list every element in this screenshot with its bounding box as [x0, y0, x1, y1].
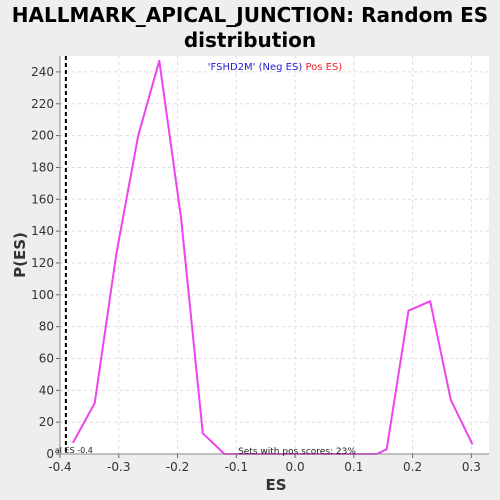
y-tick-label: 100	[31, 288, 54, 302]
legend-pos-es: Pos ES)	[305, 62, 342, 73]
x-tick-label: -0.2	[166, 460, 189, 474]
y-tick-label: 40	[39, 383, 54, 397]
legend: 'FSHD2M' (Neg ES) Pos ES)	[208, 62, 343, 73]
x-tick-label: 0.0	[286, 460, 305, 474]
x-tick-label: -0.3	[107, 460, 130, 474]
y-tick-label: 160	[31, 192, 54, 206]
x-tick-label: 0.3	[462, 460, 481, 474]
x-axis-label: ES	[265, 476, 286, 494]
legend-neg-es: (Neg ES)	[259, 62, 303, 73]
x-tick-label: -0.1	[225, 460, 248, 474]
reference-line-group: al ES -0.4	[55, 56, 93, 455]
y-tick-label: 20	[39, 415, 54, 429]
y-tick-label: 60	[39, 351, 54, 365]
chart-title-line-1: HALLMARK_APICAL_JUNCTION: Random ES	[12, 3, 488, 27]
y-tick-label: 220	[31, 97, 54, 111]
x-tick-label: 0.1	[344, 460, 363, 474]
axes-group: 0 20 40 60 80 100 120 140 160 180 200 220 240 -0.4 -0.…	[31, 56, 489, 474]
chart-title-line-2: distribution	[184, 28, 316, 52]
x-tick-label: -0.4	[48, 460, 71, 474]
y-tick-label: 180	[31, 160, 54, 174]
y-tick-label: 200	[31, 129, 54, 143]
y-tick-label: 240	[31, 65, 54, 79]
y-tick-label: 80	[39, 320, 54, 334]
y-tick-label: 120	[31, 256, 54, 270]
x-tick-label: 0.2	[403, 460, 422, 474]
actual-es-label: al ES -0.4	[55, 446, 93, 455]
y-tick-label: 140	[31, 224, 54, 238]
plot-area	[60, 56, 489, 454]
legend-label: 'FSHD2M'	[208, 62, 256, 73]
pos-scores-annotation: Sets with pos scores: 23%	[238, 447, 356, 457]
y-tick-label: 0	[46, 447, 54, 461]
y-axis-label: P(ES)	[11, 232, 29, 278]
